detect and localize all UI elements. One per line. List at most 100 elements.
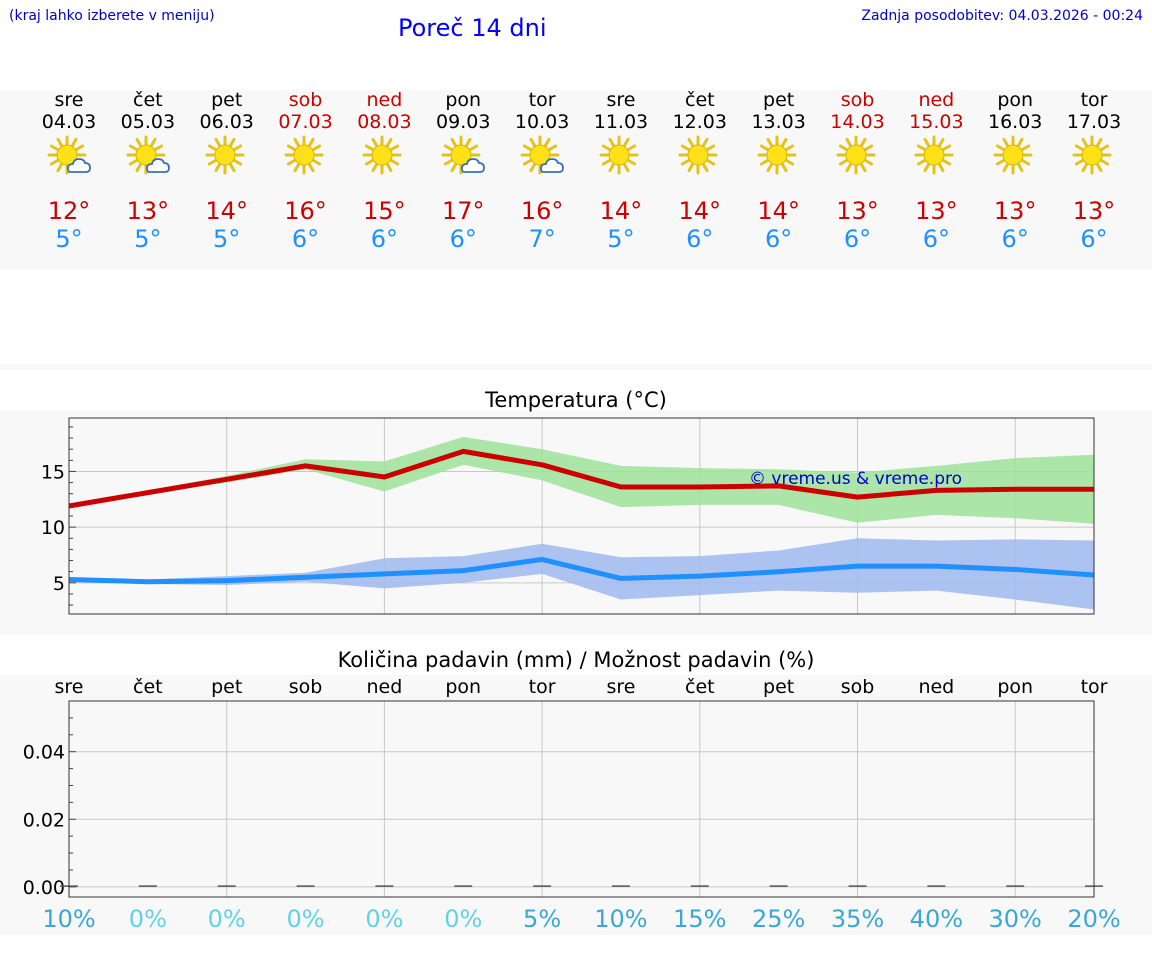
max-temperature: 13°	[993, 197, 1037, 225]
max-temperature: 13°	[1072, 197, 1116, 225]
day-name: ned	[366, 89, 403, 111]
sun-cloud-icon	[519, 135, 565, 177]
sun-icon	[677, 135, 723, 177]
day-date: 16.03	[987, 111, 1043, 133]
precipitation-bar	[848, 885, 867, 887]
sun-cloud-icon	[440, 135, 486, 177]
precipitation-chance-label: 10%	[594, 905, 647, 933]
sun-icon	[204, 135, 250, 177]
precipitation-bar	[690, 885, 709, 887]
min-temperature: 6°	[370, 225, 399, 253]
x-tick-label: ned	[367, 676, 403, 698]
max-temperature: 14°	[678, 197, 722, 225]
day-date: 17.03	[1066, 111, 1122, 133]
precipitation-bar	[611, 885, 630, 887]
min-temperature: 6°	[1001, 225, 1029, 253]
min-temperature: 6°	[843, 225, 872, 253]
max-temperature: 13°	[836, 197, 879, 225]
precipitation-bar	[533, 885, 552, 887]
max-temperature: 13°	[915, 197, 958, 225]
precipitation-chance-label: 30%	[989, 905, 1042, 933]
max-temperature: 17°	[441, 197, 485, 225]
watermark-text: © vreme.us & vreme.pro	[749, 469, 962, 489]
day-date: 04.03	[41, 111, 97, 133]
max-temperature: 14°	[599, 197, 643, 225]
max-temperature-line	[68, 448, 1094, 509]
max-temperature: 13°	[126, 197, 170, 225]
day-date: 09.03	[436, 111, 491, 133]
max-temperature: 15°	[363, 197, 406, 225]
precipitation-bar	[217, 885, 236, 887]
min-temperature: 5°	[134, 225, 162, 253]
forecast-band	[0, 90, 1152, 270]
min-temperature: 6°	[686, 225, 714, 253]
day-name: sre	[606, 89, 636, 111]
precipitation-chance-label: 0%	[287, 905, 325, 933]
day-name: sob	[840, 89, 875, 111]
precipitation-chance-label: 0%	[208, 905, 246, 933]
day-date: 05.03	[120, 111, 176, 133]
precipitation-plot-frame	[68, 700, 1095, 898]
max-temperature: 12°	[47, 197, 91, 225]
temperature-chart-title: Temperatura (°C)	[485, 388, 667, 412]
precipitation-chance-label: 25%	[752, 905, 805, 933]
sun-cloud-icon	[125, 135, 171, 177]
temperature-plot-frame	[68, 417, 1095, 615]
precipitation-bar	[927, 885, 946, 887]
precipitation-chance-label: 5%	[523, 905, 561, 933]
precipitation-chance-label: 20%	[1067, 905, 1120, 933]
day-date: 12.03	[672, 111, 727, 133]
precipitation-chance-label: 0%	[444, 905, 482, 933]
min-temperature-line	[68, 556, 1095, 585]
sun-icon	[283, 135, 329, 177]
min-temperature: 6°	[922, 225, 950, 253]
x-tick-label: čet	[685, 676, 715, 698]
day-name: pon	[997, 89, 1034, 111]
day-name: pet	[211, 89, 243, 111]
precipitation-chance-label: 35%	[831, 905, 884, 933]
x-tick-label: čet	[133, 676, 163, 698]
precipitation-bar	[769, 885, 788, 887]
min-temperature: 5°	[55, 225, 83, 253]
precipitation-plot-area	[69, 701, 1094, 897]
x-tick-label: tor	[1081, 676, 1108, 698]
day-name: čet	[133, 89, 163, 111]
x-tick-label: pon	[997, 676, 1033, 698]
sun-icon	[835, 135, 881, 177]
precipitation-chance-label: 40%	[910, 905, 963, 933]
min-temperature: 7°	[528, 225, 556, 253]
day-date: 10.03	[514, 111, 570, 133]
x-tick-label: sob	[841, 676, 875, 698]
sun-icon	[361, 135, 407, 177]
sun-cloud-icon	[46, 135, 92, 177]
precipitation-bar	[1006, 885, 1025, 887]
sun-icon	[598, 135, 644, 177]
day-date: 15.03	[909, 111, 964, 133]
page-title: Poreč 14 dni	[398, 14, 547, 42]
max-temperature: 16°	[520, 197, 564, 225]
day-name: pon	[445, 89, 482, 111]
min-temperature: 6°	[765, 225, 793, 253]
x-tick-label: tor	[529, 676, 556, 698]
x-tick-label: pet	[211, 676, 242, 698]
day-date: 11.03	[593, 111, 649, 133]
min-temperature-range-band	[69, 538, 1094, 610]
min-temperature: 6°	[291, 225, 320, 253]
precipitation-chance-label: 10%	[42, 905, 95, 933]
y-tick-label: 0.02	[23, 809, 65, 831]
x-tick-label: pet	[763, 676, 794, 698]
day-date: 13.03	[751, 111, 806, 133]
max-temperature: 14°	[757, 197, 800, 225]
day-name: sob	[288, 89, 323, 111]
last-update: Zadnja posodobitev: 04.03.2026 - 00:24	[861, 8, 1143, 24]
x-tick-label: sob	[289, 676, 323, 698]
day-name: ned	[918, 89, 955, 111]
y-tick-label: 15	[41, 461, 65, 483]
max-temperature: 16°	[284, 197, 327, 225]
x-tick-label: ned	[918, 676, 954, 698]
max-temperature: 14°	[205, 197, 248, 225]
day-name: tor	[528, 89, 556, 111]
sun-icon	[1071, 135, 1117, 177]
x-tick-label: sre	[606, 676, 635, 698]
